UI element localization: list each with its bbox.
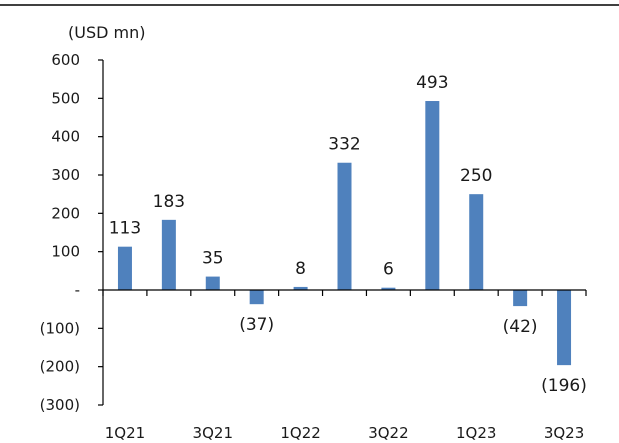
y-tick-label: -: [75, 281, 80, 299]
y-axis: 600 500 400 300 200 100 - (100) (200) (300): [40, 51, 104, 414]
y-tick-label: 100: [51, 243, 80, 261]
bar-4q22: [425, 101, 440, 291]
data-label: (37): [239, 315, 274, 335]
y-tick-label: 200: [51, 204, 80, 222]
data-label: 113: [109, 219, 141, 239]
y-tick-label: 300: [51, 166, 80, 184]
x-tick-label: 1Q22: [280, 424, 320, 442]
data-labels: 113 183 35 (37) 8 332 6 493 250 (42) (196): [109, 73, 587, 396]
y-tick-label: (300): [40, 396, 80, 414]
y-tick-label: 500: [51, 89, 80, 107]
bar-2q21: [161, 219, 176, 290]
y-axis-unit-label: (USD mn): [68, 23, 145, 42]
data-label: (196): [541, 376, 587, 396]
bar-3q22: [381, 287, 396, 290]
bar-3q23: [557, 290, 572, 366]
bar-2q23: [513, 290, 528, 307]
bar-4q21: [249, 290, 264, 305]
bar-1q23: [469, 194, 484, 290]
x-tick-label: 1Q23: [456, 424, 496, 442]
x-tick-label: 3Q22: [368, 424, 408, 442]
data-label: 6: [383, 260, 394, 280]
data-label: (42): [503, 317, 538, 337]
data-label: 35: [202, 249, 224, 269]
bar-1q21: [117, 246, 132, 290]
data-label: 250: [460, 166, 492, 186]
data-label: 332: [328, 135, 360, 155]
y-tick-label: (200): [40, 358, 80, 376]
x-tick-label: 1Q21: [105, 424, 145, 442]
data-label: 8: [295, 259, 306, 279]
x-axis: 1Q21 3Q21 1Q22 3Q22 1Q23 3Q23: [102, 289, 587, 442]
bar-3q21: [205, 276, 220, 290]
y-tick-label: (100): [40, 319, 80, 337]
data-label: 493: [416, 73, 448, 93]
y-tick-label: 400: [51, 128, 80, 146]
data-label: 183: [153, 192, 185, 212]
y-tick-label: 600: [51, 51, 80, 69]
x-tick-label: 3Q21: [193, 424, 233, 442]
x-tick-label: 3Q23: [544, 424, 584, 442]
bar-2q22: [337, 162, 352, 290]
bar-1q22: [293, 286, 308, 290]
bars: [117, 101, 572, 366]
